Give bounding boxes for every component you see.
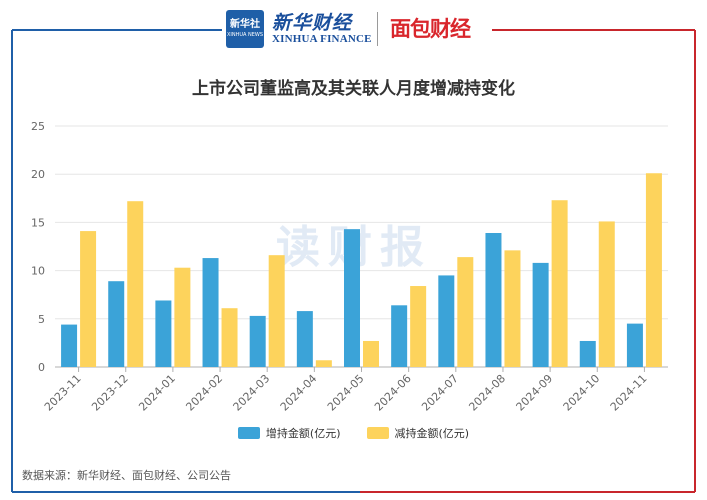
xinhua-badge-en: XINHUA NEWS — [226, 32, 264, 38]
bar-increase[interactable] — [108, 281, 125, 367]
bar-decrease[interactable] — [80, 231, 97, 367]
xinhua-badge-cn: 新华社 — [230, 19, 260, 30]
xinhua-finance-logo-cn: 新华财经 — [272, 12, 353, 34]
bar-increase[interactable] — [485, 233, 502, 367]
mianbao-finance-logo: 面包财经 — [390, 17, 471, 41]
legend-label-increase: 增持金额(亿元) — [265, 427, 341, 440]
x-tick-label: 2024-08 — [466, 372, 508, 414]
x-tick-label: 2024-11 — [608, 372, 650, 414]
bar-increase[interactable] — [296, 311, 313, 367]
bar-increase[interactable] — [344, 229, 360, 367]
bar-decrease[interactable] — [315, 360, 332, 367]
xinhua-finance-logo-en: XINHUA FINANCE — [272, 33, 372, 45]
bar-decrease[interactable] — [221, 308, 238, 367]
bar-increase[interactable] — [202, 258, 219, 367]
legend-swatch-decrease — [366, 427, 389, 439]
y-tick-label: 25 — [31, 120, 45, 133]
bar-decrease[interactable] — [127, 201, 144, 367]
legend: 增持金额(亿元) 减持金额(亿元) — [0, 425, 707, 441]
x-tick-label: 2023-11 — [42, 372, 84, 414]
bar-decrease[interactable] — [174, 267, 191, 367]
bar-layer — [61, 173, 662, 367]
bar-decrease[interactable] — [551, 200, 568, 367]
x-tick-label: 2024-01 — [136, 372, 178, 414]
grid-layer — [55, 125, 668, 320]
bar-decrease[interactable] — [410, 286, 427, 367]
x-tick-label: 2024-07 — [419, 372, 461, 414]
bar-decrease[interactable] — [268, 255, 285, 367]
x-tick-label: 2024-02 — [183, 372, 225, 414]
bar-increase[interactable] — [626, 323, 643, 367]
y-tick-label: 5 — [38, 313, 45, 326]
x-tick-label: 2024-09 — [514, 372, 556, 414]
x-tick-label: 2024-03 — [231, 372, 273, 414]
header: 新华社 XINHUA NEWS 新华财经 XINHUA FINANCE 面包财经 — [0, 6, 707, 48]
x-tick-label: 2024-10 — [561, 372, 603, 414]
bar-increase[interactable] — [532, 262, 549, 367]
bar-increase[interactable] — [391, 305, 408, 367]
data-source: 数据来源：新华财经、面包财经、公司公告 — [22, 469, 231, 482]
xinhua-news-logo: 新华社 XINHUA NEWS — [226, 10, 264, 48]
x-tick-label: 2023-12 — [89, 372, 131, 414]
y-tick-label: 0 — [38, 361, 45, 374]
legend-swatch-increase — [237, 427, 260, 439]
x-tick-label: 2024-04 — [278, 372, 320, 414]
bar-decrease[interactable] — [457, 257, 474, 367]
x-tick-label: 2024-06 — [372, 372, 414, 414]
y-tick-label: 10 — [31, 265, 45, 278]
x-tick-label: 2024-05 — [325, 372, 367, 414]
y-tick-label: 15 — [31, 216, 45, 229]
bar-increase[interactable] — [579, 340, 596, 367]
bar-increase[interactable] — [438, 275, 455, 367]
logo-divider — [377, 12, 378, 46]
y-tick-label: 20 — [31, 168, 45, 181]
legend-label-decrease: 减持金额(亿元) — [394, 427, 470, 440]
bar-increase[interactable] — [249, 315, 266, 367]
bar-increase[interactable] — [61, 324, 78, 367]
chart-title: 上市公司董监高及其关联人月度增减持变化 — [192, 79, 515, 99]
bar-decrease[interactable] — [645, 173, 662, 367]
bar-decrease[interactable] — [363, 340, 379, 367]
legend-item-increase[interactable]: 增持金额(亿元) — [237, 425, 341, 441]
bar-decrease[interactable] — [504, 250, 521, 367]
bar-decrease[interactable] — [598, 221, 615, 367]
legend-item-decrease[interactable]: 减持金额(亿元) — [366, 425, 470, 441]
bar-increase[interactable] — [155, 300, 172, 367]
